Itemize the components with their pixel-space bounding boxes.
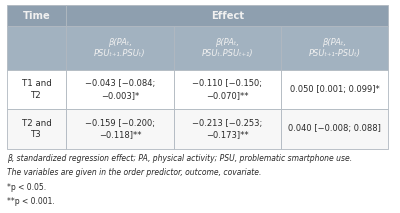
Text: β, standardized regression effect; PA, physical activity; PSU, problematic smart: β, standardized regression effect; PA, p… — [7, 154, 352, 163]
Bar — [281, 26, 388, 70]
Text: The variables are given in the order predictor, outcome, covariate.: The variables are given in the order pre… — [7, 168, 262, 177]
Text: T2 and
T3: T2 and T3 — [22, 119, 52, 139]
Bar — [174, 26, 281, 70]
Bar — [66, 26, 174, 70]
Bar — [7, 70, 66, 109]
Bar — [66, 109, 174, 149]
Text: T1 and
T2: T1 and T2 — [22, 79, 52, 100]
Text: −0.213 [−0.253;
−0.173]**: −0.213 [−0.253; −0.173]** — [192, 119, 262, 139]
Text: Time: Time — [23, 11, 51, 21]
Text: −0.043 [−0.084;
−0.003]*: −0.043 [−0.084; −0.003]* — [85, 79, 155, 100]
Bar — [174, 70, 281, 109]
Text: 0.050 [0.001; 0.099]*: 0.050 [0.001; 0.099]* — [290, 85, 379, 94]
Text: Effect: Effect — [211, 11, 244, 21]
Bar — [7, 26, 66, 70]
Text: β(PAₜ,
PSUₜ.PSUₜ₊₁): β(PAₜ, PSUₜ.PSUₜ₊₁) — [201, 38, 253, 58]
Bar — [66, 5, 388, 26]
Text: 0.040 [−0.008; 0.088]: 0.040 [−0.008; 0.088] — [288, 124, 381, 134]
Bar — [7, 5, 66, 26]
Text: **p < 0.001.: **p < 0.001. — [7, 197, 55, 206]
Bar — [174, 109, 281, 149]
Text: −0.159 [−0.200;
−0.118]**: −0.159 [−0.200; −0.118]** — [85, 119, 155, 139]
Bar — [281, 109, 388, 149]
Text: −0.110 [−0.150;
−0.070]**: −0.110 [−0.150; −0.070]** — [192, 79, 262, 100]
Bar — [281, 70, 388, 109]
Text: β(PAₜ,
PSUₜ₊₁-PSUₜ): β(PAₜ, PSUₜ₊₁-PSUₜ) — [308, 38, 360, 58]
Text: β(PAₜ,
PSUₜ₊₁.PSUₜ): β(PAₜ, PSUₜ₊₁.PSUₜ) — [94, 38, 146, 58]
Text: *p < 0.05.: *p < 0.05. — [7, 183, 46, 192]
Bar — [66, 70, 174, 109]
Bar — [7, 109, 66, 149]
